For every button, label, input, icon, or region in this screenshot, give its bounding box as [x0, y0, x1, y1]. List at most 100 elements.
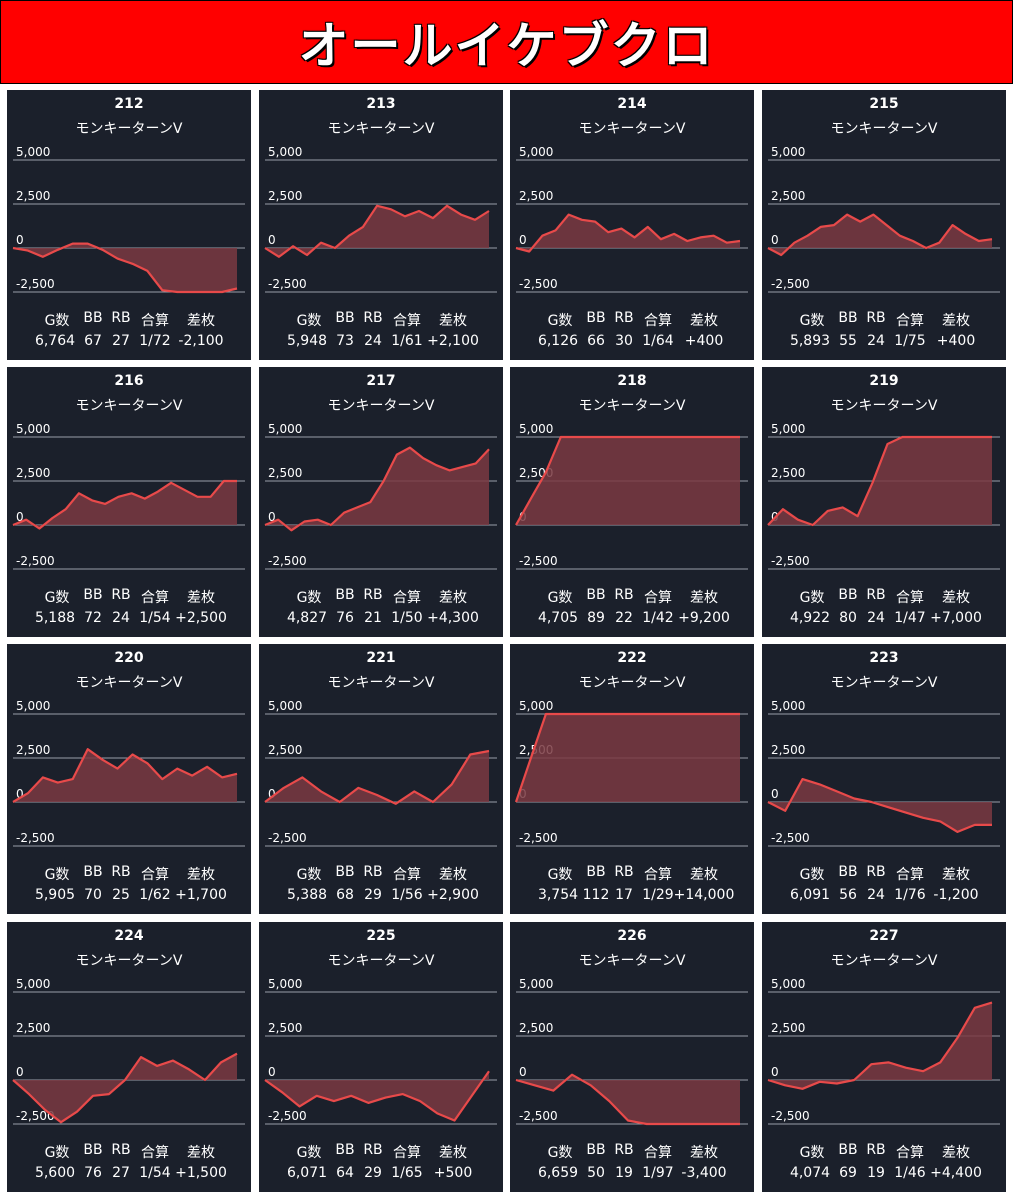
- stat-value-bb: 66: [587, 333, 605, 349]
- y-tick-label: 0: [268, 1065, 276, 1079]
- stat-value-diff: +1,700: [175, 887, 227, 903]
- stat-value-diff: +4,400: [930, 1165, 982, 1181]
- y-tick-label: -2,500: [519, 554, 558, 568]
- stat-header: 差枚: [690, 590, 718, 606]
- machine-number: 221: [366, 650, 396, 666]
- stat-value-diff: +2,900: [427, 887, 479, 903]
- series-line: [264, 446, 490, 532]
- stat-value-bb: 80: [839, 610, 857, 626]
- stat-header: RB: [614, 310, 634, 326]
- y-tick-label: 0: [16, 510, 24, 524]
- chart-panel-225: 225 モンキーターンV 5,000 2,500 0 -2,500 G数 BB RB 合算 差枚 6,…: [259, 922, 503, 1192]
- y-tick-label: 0: [268, 787, 276, 801]
- stat-header: BB: [83, 587, 103, 603]
- y-tick-label: 0: [16, 787, 24, 801]
- series-line: [264, 204, 490, 258]
- chart-panel-217: 217 モンキーターンV 5,000 2,500 0 -2,500 G数 BB RB 合算 差枚 4,…: [259, 367, 503, 637]
- area-fill: [768, 779, 992, 832]
- stat-value-ratio: 1/72: [139, 333, 171, 349]
- stat-value-bb: 76: [336, 610, 354, 626]
- stat-header: 差枚: [942, 1145, 970, 1161]
- machine-name: モンキーターンV: [830, 675, 938, 691]
- stat-value-games: 4,074: [789, 1165, 831, 1181]
- machine-name: モンキーターンV: [327, 121, 435, 137]
- y-tick-label: -2,500: [519, 1109, 558, 1123]
- stat-header: 差枚: [187, 313, 215, 329]
- stat-value-diff: -3,400: [681, 1165, 727, 1181]
- stat-value-rb: 22: [615, 610, 633, 626]
- stat-value-ratio: 1/47: [894, 610, 926, 626]
- stat-header: 差枚: [690, 1145, 718, 1161]
- stat-value-ratio: 1/76: [894, 887, 926, 903]
- y-tick-label: 0: [268, 233, 276, 247]
- stat-header: BB: [335, 587, 355, 603]
- area-fill: [516, 437, 740, 525]
- stat-value-diff: +2,500: [175, 610, 227, 626]
- stat-value-bb: 72: [84, 610, 102, 626]
- stat-header: 合算: [644, 313, 672, 329]
- machine-name: モンキーターンV: [327, 398, 435, 414]
- stat-header: G数: [799, 313, 825, 329]
- stat-header: 合算: [896, 867, 924, 883]
- machine-name: モンキーターンV: [830, 398, 938, 414]
- stat-header: RB: [614, 1142, 634, 1158]
- series-line: [12, 479, 237, 530]
- stat-header: G数: [296, 1145, 322, 1161]
- machine-name: モンキーターンV: [75, 121, 183, 137]
- stat-value-diff: +400: [684, 333, 724, 349]
- stat-header: G数: [44, 313, 70, 329]
- stat-value-diff: +7,000: [930, 610, 982, 626]
- stat-header: 合算: [141, 313, 169, 329]
- stat-value-bb: 73: [336, 333, 354, 349]
- series-line: [767, 1001, 993, 1090]
- machine-name: モンキーターンV: [830, 121, 938, 137]
- area-fill: [768, 1002, 992, 1089]
- stat-value-rb: 19: [867, 1165, 885, 1181]
- title-banner: オールイケブクロ: [0, 0, 1013, 84]
- stat-header: G数: [799, 867, 825, 883]
- stat-value-rb: 19: [615, 1165, 633, 1181]
- chart-panel-227: 227 モンキーターンV 5,000 2,500 0 -2,500 G数 BB RB 合算 差枚 4,…: [762, 922, 1006, 1192]
- stat-header: G数: [547, 313, 573, 329]
- machine-name: モンキーターンV: [830, 953, 938, 969]
- stat-value-ratio: 1/97: [642, 1165, 674, 1181]
- y-tick-label: 2,500: [268, 189, 302, 203]
- stat-value-diff: +9,200: [678, 610, 730, 626]
- stat-header: G数: [799, 1145, 825, 1161]
- y-tick-label: 2,500: [16, 466, 50, 480]
- y-tick-label: 2,500: [771, 743, 805, 757]
- stat-header: BB: [335, 864, 355, 880]
- y-tick-label: -2,500: [268, 1109, 307, 1123]
- stat-value-ratio: 1/50: [391, 610, 423, 626]
- stat-header: G数: [44, 1145, 70, 1161]
- stat-value-bb: 89: [587, 610, 605, 626]
- stat-value-games: 5,893: [789, 333, 831, 349]
- y-tick-label: 5,000: [268, 145, 302, 159]
- stat-value-rb: 30: [615, 333, 633, 349]
- stat-value-bb: 50: [587, 1165, 605, 1181]
- machine-number: 217: [366, 373, 396, 389]
- stat-header: RB: [363, 310, 383, 326]
- stat-value-diff: -2,100: [178, 333, 224, 349]
- stat-value-rb: 25: [112, 887, 130, 903]
- stat-header: BB: [335, 1142, 355, 1158]
- stat-header: RB: [111, 1142, 131, 1158]
- machine-name: モンキーターンV: [578, 398, 686, 414]
- stat-header: 合算: [644, 1145, 672, 1161]
- stat-value-diff: +400: [936, 333, 976, 349]
- stat-value-games: 5,600: [34, 1165, 76, 1181]
- stat-header: BB: [586, 864, 606, 880]
- chart-panel-216: 216 モンキーターンV 5,000 2,500 0 -2,500 G数 BB RB 合算 差枚 5,…: [7, 367, 251, 637]
- stat-value-games: 4,827: [286, 610, 328, 626]
- area-fill: [265, 751, 489, 804]
- y-tick-label: 5,000: [16, 145, 50, 159]
- y-tick-label: -2,500: [268, 554, 307, 568]
- series-line: [514, 712, 740, 803]
- stat-value-ratio: 1/42: [642, 610, 674, 626]
